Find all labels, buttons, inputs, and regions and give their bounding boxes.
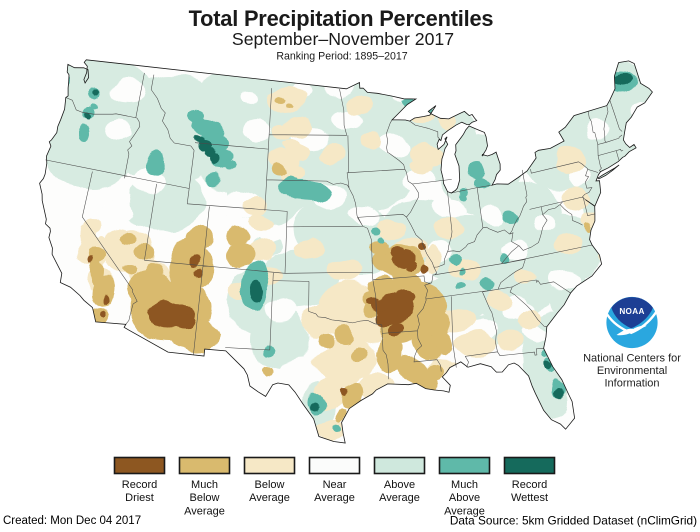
svg-text:Driest: Driest: [125, 492, 154, 504]
svg-text:Average: Average: [379, 492, 420, 504]
svg-text:Record: Record: [122, 479, 157, 491]
svg-text:Average: Average: [314, 492, 355, 504]
svg-text:Average: Average: [184, 505, 225, 517]
svg-text:Data Source: 5km Gridded Datas: Data Source: 5km Gridded Dataset (nClimG…: [450, 514, 697, 528]
svg-text:September–November 2017: September–November 2017: [232, 29, 454, 49]
svg-text:Near: Near: [323, 479, 347, 491]
svg-text:Wettest: Wettest: [511, 492, 548, 504]
svg-text:Record: Record: [512, 479, 547, 491]
svg-text:Above: Above: [449, 492, 480, 504]
svg-text:Ranking Period: 1895–2017: Ranking Period: 1895–2017: [276, 51, 407, 63]
svg-text:NOAA: NOAA: [619, 307, 644, 316]
svg-text:Average: Average: [249, 492, 290, 504]
svg-text:Information: Information: [604, 378, 659, 390]
svg-text:Environmental: Environmental: [597, 365, 667, 377]
svg-text:National Centers for: National Centers for: [583, 353, 681, 365]
svg-text:Total Precipitation Percentile: Total Precipitation Percentiles: [189, 6, 494, 31]
svg-text:Above: Above: [384, 479, 415, 491]
svg-text:Below: Below: [190, 492, 220, 504]
svg-text:Below: Below: [255, 479, 285, 491]
svg-text:Much: Much: [451, 479, 478, 491]
svg-text:Much: Much: [191, 479, 218, 491]
svg-text:Average: Average: [444, 505, 485, 517]
svg-text:Created: Mon Dec 04 2017: Created: Mon Dec 04 2017: [3, 515, 141, 527]
